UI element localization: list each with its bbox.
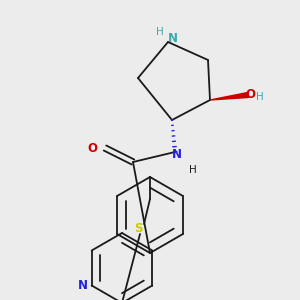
Polygon shape [210,92,248,100]
Text: N: N [78,279,88,292]
Text: H: H [189,165,197,175]
Text: O: O [87,142,97,154]
Text: H: H [256,92,264,102]
Text: S: S [134,223,142,236]
Text: N: N [172,148,182,160]
Text: H: H [156,27,164,37]
Text: O: O [245,88,255,101]
Text: N: N [168,32,178,46]
